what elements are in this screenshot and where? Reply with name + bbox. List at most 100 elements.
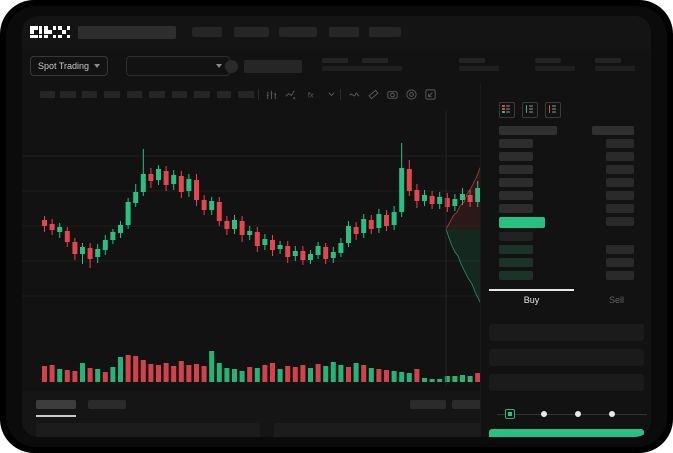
- chevron-down-icon: [216, 64, 222, 68]
- orderbook-view-bids-icon[interactable]: [522, 102, 538, 118]
- slider-track: [497, 413, 647, 415]
- orderbook-amount-cell: [606, 139, 634, 148]
- tool-timeframe-1h[interactable]: [127, 91, 142, 98]
- orderbook-header[interactable]: [481, 126, 651, 135]
- orderbook-price-cell: [499, 139, 533, 148]
- slider-step-dot[interactable]: [541, 410, 547, 417]
- orderbook-bid-row[interactable]: [481, 258, 651, 267]
- tool-timeframe-4h[interactable]: [149, 91, 165, 98]
- orderbook-price-cell: [499, 204, 533, 213]
- orderbook-price-cell: [499, 126, 557, 135]
- nav-search-placeholder[interactable]: [78, 26, 176, 39]
- buy-tab-underline: [489, 289, 574, 291]
- stat-label: [459, 58, 485, 63]
- tool-timeframe-1d[interactable]: [172, 91, 187, 98]
- candlestick-chart-svg: [22, 111, 480, 386]
- svg-text:fx: fx: [308, 90, 314, 99]
- tool-timeframe-15m[interactable]: [82, 91, 97, 98]
- ruler-icon[interactable]: [367, 88, 380, 101]
- market-subheader: Spot Trading: [22, 49, 651, 84]
- settings-gear-icon[interactable]: [405, 88, 418, 101]
- slider-handle[interactable]: [505, 409, 515, 419]
- orderbook-ask-row[interactable]: [481, 191, 651, 200]
- stat-value: [322, 66, 362, 71]
- okx-logo[interactable]: [30, 26, 71, 39]
- stat-low-24h: [535, 58, 575, 71]
- orderbook-amount-cell: [606, 217, 634, 226]
- tab-buy[interactable]: Buy: [523, 295, 540, 305]
- orderbook-price-cell: [499, 165, 533, 174]
- tool-timeframe-1w[interactable]: [194, 91, 210, 98]
- nav-item-1[interactable]: [192, 27, 222, 37]
- tab-open-orders[interactable]: [36, 400, 76, 409]
- orderbook-amount-cell: [606, 271, 634, 280]
- orderbook-price-cell: [499, 232, 533, 241]
- trading-pair-name: [244, 60, 302, 73]
- order-amount-field[interactable]: [489, 349, 644, 366]
- orderbook-amount-cell: [606, 258, 634, 267]
- bottom-panel-right: [274, 423, 498, 437]
- orderbook-price-cell: [499, 245, 533, 254]
- orderbook-price-cell: [499, 258, 533, 267]
- orderbook-bid-row[interactable]: [481, 245, 651, 254]
- spot-trading-dropdown[interactable]: Spot Trading: [30, 56, 109, 76]
- fullscreen-icon[interactable]: [424, 88, 437, 101]
- orderbook-bid-row[interactable]: [481, 232, 651, 241]
- stat-value: [362, 66, 402, 71]
- tool-timeframe-more[interactable]: [238, 91, 254, 98]
- amount-percent-slider[interactable]: [493, 409, 647, 419]
- orderbook-ask-row[interactable]: [481, 152, 651, 161]
- nav-item-3[interactable]: [279, 27, 317, 37]
- app-screen: Spot Trading fx: [22, 16, 651, 437]
- top-navigation-bar: [22, 16, 651, 49]
- orderbook-ask-row[interactable]: [481, 139, 651, 148]
- orderbook-ask-row[interactable]: [481, 178, 651, 187]
- camera-icon[interactable]: [386, 88, 399, 101]
- orderbook-bid-row[interactable]: [481, 271, 651, 280]
- orderbook-amount-cell: [606, 204, 634, 213]
- place-buy-order-button[interactable]: [489, 429, 644, 437]
- nav-item-2[interactable]: [234, 27, 269, 37]
- orderbook-view-asks-icon[interactable]: [545, 102, 561, 118]
- bottom-action-1[interactable]: [410, 400, 446, 409]
- nav-item-4[interactable]: [329, 27, 359, 37]
- orderbook-amount-cell: [592, 126, 634, 135]
- nav-item-5[interactable]: [369, 27, 401, 37]
- orderbook-view-both-icon[interactable]: [499, 102, 515, 118]
- tool-timeframe-30m[interactable]: [104, 91, 120, 98]
- indicator-icon[interactable]: fx: [306, 88, 319, 101]
- stat-value: [459, 66, 499, 71]
- stat-label: [595, 58, 621, 63]
- orderbook-trade-panel: Buy Sell: [480, 84, 651, 437]
- price-chart-area[interactable]: [22, 106, 480, 391]
- line-chart-icon[interactable]: [284, 88, 297, 101]
- stat-last-price: [322, 58, 362, 71]
- tab-sell[interactable]: Sell: [608, 295, 624, 305]
- stat-value: [535, 66, 575, 71]
- chevron-down-icon[interactable]: [325, 88, 338, 101]
- slider-step-dot[interactable]: [609, 410, 615, 417]
- stat-label: [362, 58, 388, 63]
- orderbook-amount-cell: [606, 191, 634, 200]
- orderbook-amount-cell: [606, 152, 634, 161]
- tool-timeframe-1mo[interactable]: [217, 91, 231, 98]
- order-total-field[interactable]: [489, 374, 644, 391]
- tool-timeframe-1m[interactable]: [40, 91, 55, 98]
- tool-timeframe-5m[interactable]: [60, 91, 76, 98]
- wave-chart-icon[interactable]: [348, 88, 361, 101]
- orderbook-rows[interactable]: [481, 126, 651, 284]
- stat-label: [535, 58, 561, 63]
- orderbook-ask-row[interactable]: [481, 165, 651, 174]
- orderbook-price-cell: [499, 271, 533, 280]
- tab-order-history[interactable]: [88, 400, 126, 409]
- bottom-action-2[interactable]: [452, 400, 488, 409]
- order-price-field[interactable]: [489, 324, 644, 341]
- slider-step-dot[interactable]: [575, 410, 581, 417]
- orderbook-last-price[interactable]: [481, 217, 651, 228]
- spot-trading-label: Spot Trading: [38, 61, 90, 71]
- trading-pair-dropdown[interactable]: [126, 56, 230, 76]
- bottom-panel-left: [36, 423, 260, 437]
- orderbook-ask-row[interactable]: [481, 204, 651, 213]
- candlestick-chart-icon[interactable]: [265, 88, 278, 101]
